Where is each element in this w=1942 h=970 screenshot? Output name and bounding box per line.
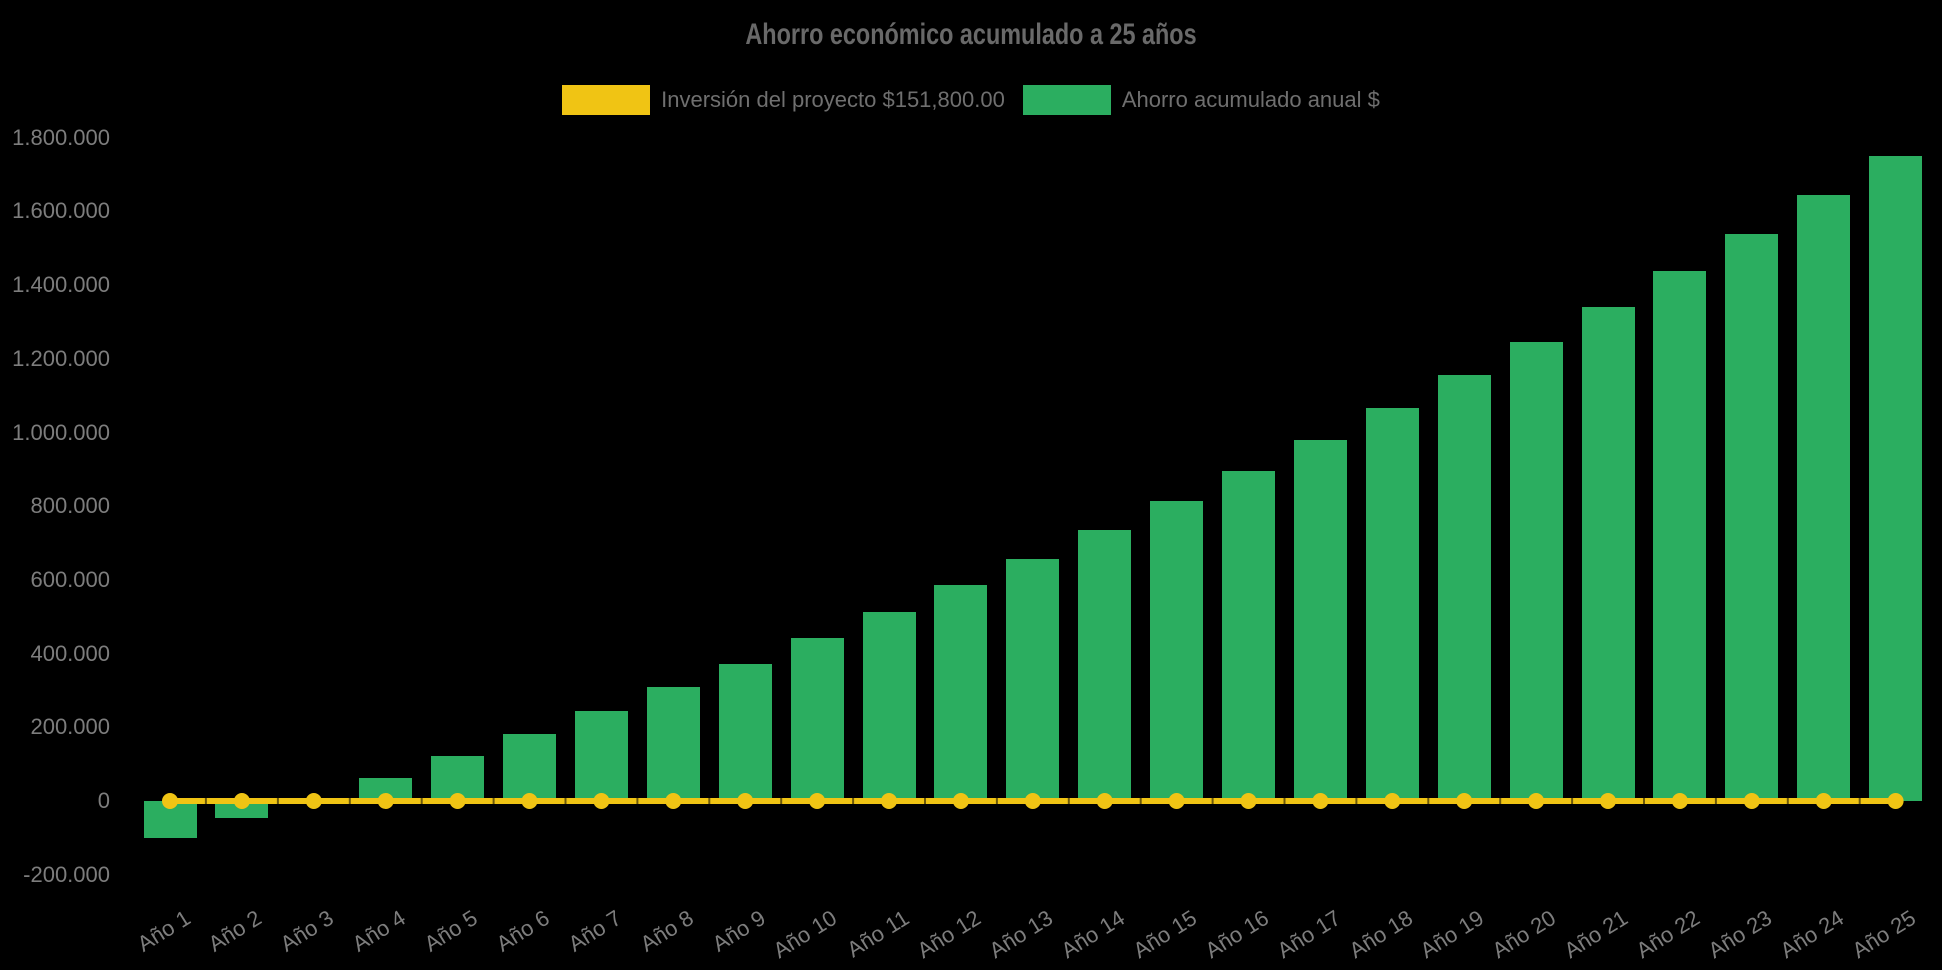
chart-legend: Inversión del proyecto $151,800.00 Ahorr… [0,85,1942,115]
investment-line-marker[interactable] [737,793,754,809]
savings-bar[interactable] [934,585,988,801]
y-axis-tick-label: 600.000 [30,566,110,592]
y-axis-tick-label: 1.000.000 [12,419,110,445]
investment-line-marker[interactable] [305,793,322,809]
investment-line-marker[interactable] [809,793,826,809]
investment-line-marker[interactable] [1096,793,1113,809]
savings-bar[interactable] [862,612,916,801]
investment-line-marker[interactable] [233,793,250,809]
savings-bar[interactable] [1150,500,1204,801]
y-axis-tick-label: 0 [97,788,110,813]
legend-item-investment[interactable]: Inversión del proyecto $151,800.00 [562,85,1005,115]
investment-line-marker[interactable] [593,793,610,809]
y-axis-tick-label: 200.000 [30,714,110,740]
investment-line-marker[interactable] [1600,793,1616,809]
savings-bar[interactable] [359,778,413,801]
savings-legend-label: Ahorro acumulado anual $ [1121,87,1380,112]
investment-line-marker[interactable] [449,793,466,809]
savings-legend-swatch [1022,85,1111,115]
savings-bar[interactable] [1581,306,1635,801]
savings-bar[interactable] [1797,195,1851,801]
savings-bar[interactable] [1293,439,1347,801]
investment-line-marker[interactable] [1384,793,1401,809]
savings-bar[interactable] [1869,155,1923,801]
legend-item-savings[interactable]: Ahorro acumulado anual $ [1022,85,1380,115]
investment-line-marker[interactable] [377,793,394,809]
y-axis-tick-label: 400.000 [30,640,110,666]
savings-bar[interactable] [1006,558,1060,801]
savings-bar[interactable] [1725,233,1779,801]
investment-line-marker[interactable] [521,793,538,809]
savings-bar[interactable] [646,687,700,801]
investment-legend-swatch [562,85,651,115]
investment-line-marker[interactable] [1168,793,1185,809]
chart-title: Ahorro económico acumulado a 25 años [745,18,1197,51]
savings-bar[interactable] [1437,374,1491,801]
savings-bar[interactable] [1509,341,1563,801]
investment-line-marker[interactable] [1671,793,1688,809]
investment-legend-label: Inversión del proyecto $151,800.00 [661,87,1005,112]
savings-bar[interactable] [718,663,772,801]
savings-bar[interactable] [790,638,844,801]
investment-line-marker[interactable] [952,793,969,809]
savings-bar[interactable] [1222,471,1275,801]
investment-line-marker[interactable] [665,793,682,809]
investment-line-marker[interactable] [1528,793,1545,809]
investment-line-marker[interactable] [1743,793,1760,809]
savings-bar[interactable] [1078,530,1132,801]
investment-line-marker[interactable] [1815,793,1832,809]
y-axis-tick-label: 1.400.000 [12,272,110,298]
savings-bar[interactable] [574,710,628,801]
savings-bar[interactable] [1365,407,1419,801]
investment-line-marker[interactable] [1312,793,1329,809]
y-axis-tick-label: -200.000 [23,861,110,887]
investment-line-marker[interactable] [1456,793,1473,809]
y-axis-tick-label: 1.600.000 [12,198,110,224]
investment-line-marker[interactable] [162,793,178,809]
investment-line-marker[interactable] [881,793,897,809]
savings-bar[interactable] [215,801,269,819]
y-axis-tick-label: 1.200.000 [12,345,110,371]
investment-line-marker[interactable] [1887,793,1904,809]
y-axis-tick-label: 1.800.000 [12,124,110,150]
investment-line-marker[interactable] [1240,793,1257,809]
savings-bar[interactable] [1653,270,1707,801]
savings-bar[interactable] [503,733,556,801]
investment-line-marker[interactable] [1024,793,1041,809]
y-axis-tick-label: 800.000 [30,493,110,519]
